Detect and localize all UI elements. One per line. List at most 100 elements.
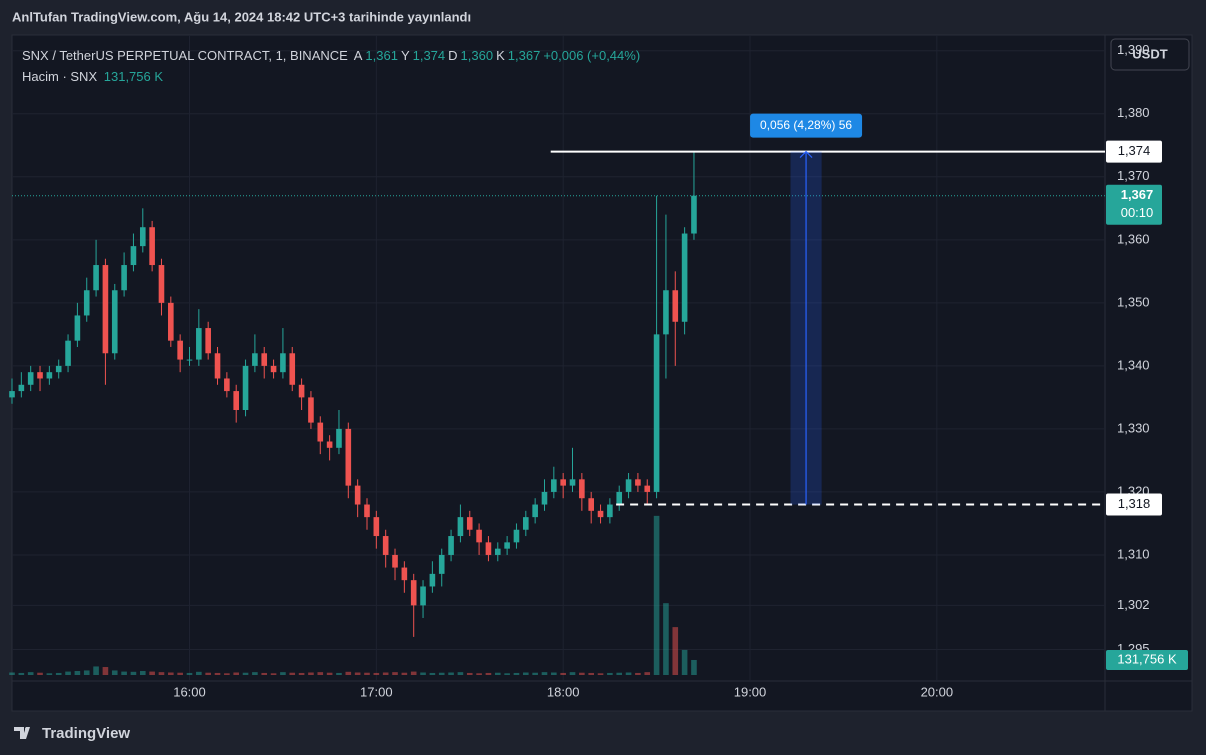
volume-bar (410, 671, 417, 675)
candle-body (616, 491, 623, 505)
candle-body (373, 517, 380, 537)
candle-body (551, 479, 557, 492)
volume-bar (9, 672, 15, 675)
volume-bar (205, 672, 211, 675)
candle-body (410, 580, 417, 606)
x-tick-label: 18:00 (547, 684, 580, 699)
y-tick-label: 1,390 (1117, 42, 1150, 57)
volume-bar (354, 672, 361, 675)
volume-bar (298, 672, 305, 675)
countdown-label: 00:10 (1121, 205, 1154, 220)
volume-bar (579, 672, 585, 675)
volume-bar (448, 672, 454, 675)
candle-body (382, 536, 389, 555)
candle-body (448, 536, 454, 555)
candle-body (597, 510, 604, 518)
candle-body (457, 517, 464, 537)
volume-bar (65, 671, 71, 675)
volume-bar (121, 671, 127, 675)
volume-bar (420, 672, 426, 675)
volume-bar (635, 672, 641, 675)
volume-bar (18, 672, 25, 675)
candle-body (681, 233, 688, 322)
candle-body (672, 290, 679, 322)
volume-bar (270, 673, 277, 675)
ohlc-value: 1,360 (460, 48, 494, 63)
volume-value: 131,756 K (103, 69, 164, 84)
candle-body (252, 353, 258, 366)
measure-arrow-head (799, 150, 813, 159)
y-tick-label: 1,350 (1117, 294, 1150, 309)
volume-bar (55, 672, 62, 675)
price-change: +0,006 (+0,44%) (543, 48, 641, 63)
ohlc-value: 1,374 (412, 48, 446, 63)
candle-body (513, 529, 520, 543)
volume-bar (46, 673, 53, 675)
volume-bar (224, 673, 230, 675)
candle-body (392, 554, 398, 568)
candle-body (93, 265, 99, 291)
candle-body (168, 302, 174, 341)
y-tick-label: 1,340 (1117, 357, 1150, 372)
volume-bar (504, 673, 510, 675)
volume-bar (233, 672, 240, 675)
volume-bar (597, 673, 604, 675)
volume-title: Hacim · SNX (22, 69, 98, 84)
price-label-box (1106, 140, 1162, 163)
candle-body (27, 372, 34, 385)
volume-bar (27, 672, 34, 675)
chart-pane (11, 34, 1193, 712)
footer-brand: TradingView (42, 725, 130, 742)
volume-bar (93, 666, 99, 675)
volume-bar (158, 672, 165, 675)
candle-body (364, 504, 370, 518)
candle-body (336, 428, 342, 448)
volume-bar (438, 672, 445, 675)
grid (12, 35, 1105, 681)
candle-body (280, 353, 286, 373)
candle-body (158, 265, 165, 303)
candle-body (261, 353, 268, 366)
volume-bar (242, 672, 249, 675)
currency-label[interactable]: USDT (1132, 46, 1167, 61)
candle-body (214, 353, 221, 379)
candle-body (130, 246, 137, 266)
volume-bar (252, 672, 258, 675)
volume-bar (364, 672, 370, 675)
legend-line: SNX / TetherUS PERPETUAL CONTRACT, 1, BI… (22, 45, 643, 66)
candle-body (494, 548, 501, 555)
currency-button[interactable] (1110, 38, 1190, 71)
candle-body (485, 542, 492, 555)
legend: SNX / TetherUS PERPETUAL CONTRACT, 1, BI… (22, 45, 643, 87)
candle-body (205, 328, 211, 354)
candle-body (74, 315, 81, 341)
candle-body (270, 365, 277, 373)
volume-bar (149, 671, 155, 675)
candle-body (9, 391, 15, 398)
ohlc-key: A (353, 48, 363, 63)
candle-body (401, 567, 408, 581)
volume-bar (177, 672, 183, 675)
candle-body (196, 328, 202, 360)
symbol-title: SNX / TetherUS PERPETUAL CONTRACT, 1, BI… (22, 48, 348, 63)
candle-body (326, 441, 333, 448)
volume-label: 131,756 K (1117, 651, 1177, 666)
candle-body (429, 573, 436, 587)
ohlc-key: K (496, 48, 505, 63)
volume-bar (569, 672, 576, 675)
candle-body (177, 340, 183, 360)
volume-bar (588, 672, 594, 675)
candle-body (298, 384, 305, 398)
volume-bar (513, 672, 520, 675)
x-tick-label: 19:00 (734, 684, 767, 699)
volume-bar (326, 672, 333, 675)
x-tick-label: 20:00 (921, 684, 954, 699)
y-tick-label: 1,360 (1117, 231, 1150, 246)
candle-body (476, 529, 482, 543)
candle-body (111, 290, 118, 354)
measure-label: 0,056 (4,28%) 56 (760, 118, 852, 132)
volume-bar (289, 672, 296, 675)
volume-bar (130, 671, 137, 675)
volume-bar (457, 672, 464, 675)
volume-bar (317, 672, 324, 675)
